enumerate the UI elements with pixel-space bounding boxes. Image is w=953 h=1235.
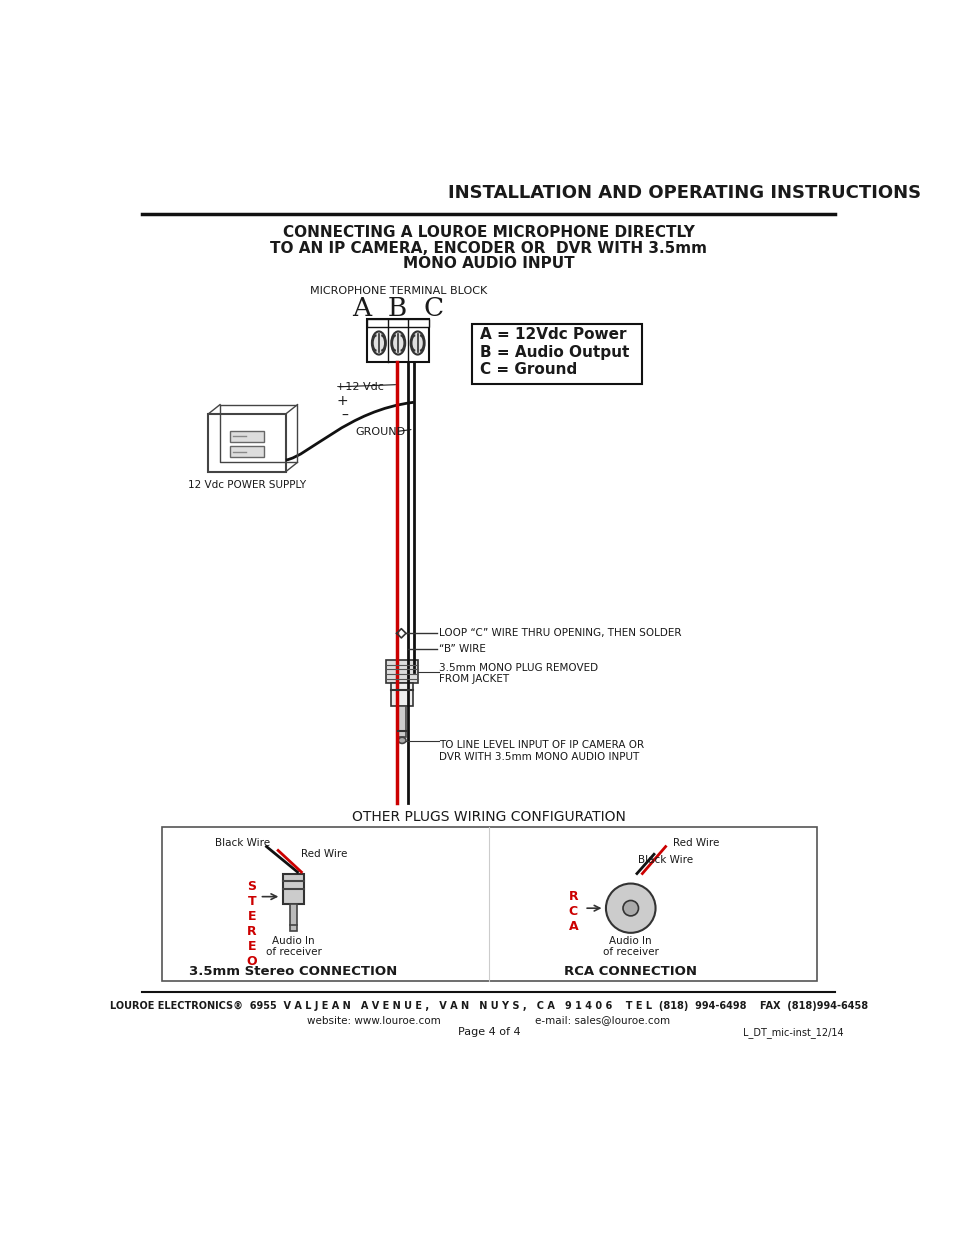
Text: S
T
E
R
E
O: S T E R E O [246,879,256,968]
Text: Audio In
of receiver: Audio In of receiver [602,936,658,957]
Text: –: – [341,409,348,424]
Text: Audio In
of receiver: Audio In of receiver [265,936,321,957]
Text: A  B  C: A B C [352,296,444,321]
Text: L_DT_mic-inst_12/14: L_DT_mic-inst_12/14 [742,1026,842,1037]
Bar [391,683,413,706]
Circle shape [605,883,655,932]
Bar [230,431,264,442]
Bar [162,827,816,982]
Bar [208,414,286,472]
Bar [385,661,418,683]
Text: A = 12Vdc Power: A = 12Vdc Power [479,327,625,342]
Text: B = Audio Output: B = Audio Output [479,345,628,359]
Text: MONO AUDIO INPUT: MONO AUDIO INPUT [403,256,574,272]
Text: Black Wire: Black Wire [638,855,693,864]
Circle shape [622,900,638,916]
Text: RCA CONNECTION: RCA CONNECTION [563,965,697,978]
Text: MICROPHONE TERMINAL BLOCK: MICROPHONE TERMINAL BLOCK [310,285,486,295]
Text: Black Wire: Black Wire [215,837,270,847]
Text: LOUROE ELECTRONICS®  6955  V A L J E A N   A V E N U E ,   V A N   N U Y S ,   C: LOUROE ELECTRONICS® 6955 V A L J E A N A… [110,1000,867,1011]
Text: Red Wire: Red Wire [673,837,719,847]
Bar [290,904,297,931]
Text: LOOP “C” WIRE THRU OPENING, THEN SOLDER: LOOP “C” WIRE THRU OPENING, THEN SOLDER [439,629,681,638]
Bar [472,324,641,384]
Text: website: www.louroe.com                             e-mail: sales@louroe.com: website: www.louroe.com e-mail: sales@lo… [307,1015,670,1025]
Text: R
C
A: R C A [568,890,578,934]
Ellipse shape [410,331,424,354]
Text: “B” WIRE: “B” WIRE [439,643,486,653]
Text: OTHER PLUGS WIRING CONFIGURATION: OTHER PLUGS WIRING CONFIGURATION [352,810,625,824]
Text: GROUND: GROUND [355,426,405,436]
Text: CONNECTING A LOUROE MICROPHONE DIRECTLY: CONNECTING A LOUROE MICROPHONE DIRECTLY [283,226,694,241]
Ellipse shape [391,331,405,354]
Bar [367,319,429,327]
Text: 3.5mm MONO PLUG REMOVED
FROM JACKET: 3.5mm MONO PLUG REMOVED FROM JACKET [439,662,598,684]
Text: +: + [335,394,348,408]
Text: INSTALLATION AND OPERATING INSTRUCTIONS: INSTALLATION AND OPERATING INSTRUCTIONS [448,184,921,201]
Text: +12 Vdc: +12 Vdc [335,382,384,391]
Text: 12 Vdc POWER SUPPLY: 12 Vdc POWER SUPPLY [188,480,306,490]
Text: Page 4 of 4: Page 4 of 4 [457,1028,519,1037]
Bar [367,319,429,362]
Text: C = Ground: C = Ground [479,362,577,378]
Ellipse shape [397,737,406,743]
Bar [230,446,264,457]
Text: TO AN IP CAMERA, ENCODER OR  DVR WITH 3.5mm: TO AN IP CAMERA, ENCODER OR DVR WITH 3.5… [270,241,707,256]
Bar [397,706,406,737]
Text: Red Wire: Red Wire [301,850,348,860]
Bar [282,873,304,904]
Text: TO LINE LEVEL INPUT OF IP CAMERA OR
DVR WITH 3.5mm MONO AUDIO INPUT: TO LINE LEVEL INPUT OF IP CAMERA OR DVR … [439,740,644,762]
Text: 3.5mm Stereo CONNECTION: 3.5mm Stereo CONNECTION [190,965,397,978]
Ellipse shape [372,331,385,354]
